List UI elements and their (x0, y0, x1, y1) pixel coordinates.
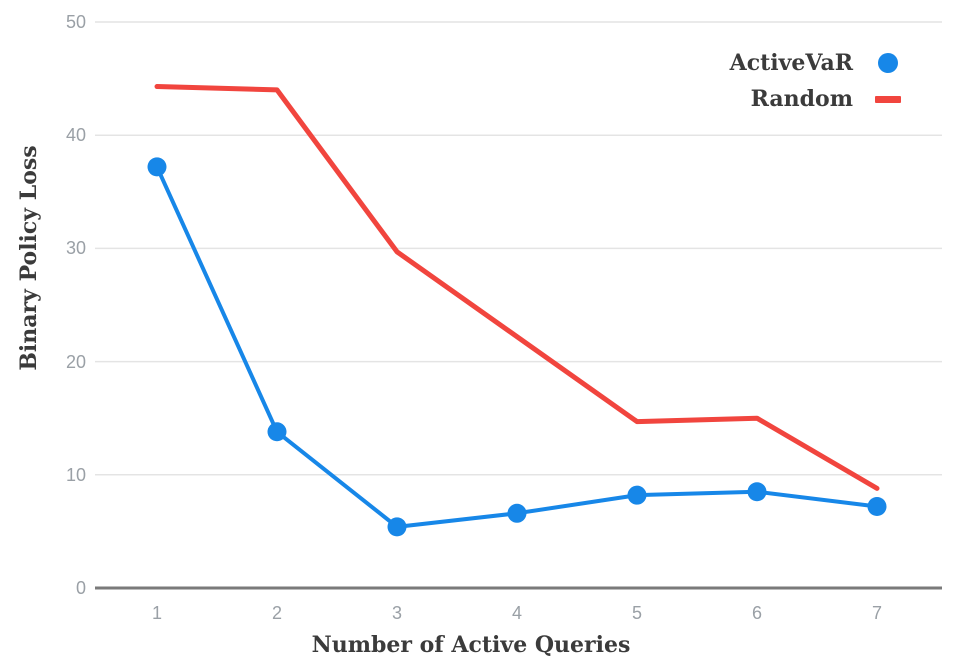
legend-item-random: Random (730, 81, 903, 117)
data-point-activevar-5[interactable] (627, 485, 647, 505)
legend-label-activevar: ActiveVaR (729, 50, 853, 76)
series-line-activevar (155, 164, 879, 529)
y-axis-title: Binary Policy Loss (16, 145, 42, 371)
data-point-activevar-6[interactable] (747, 482, 767, 502)
x-tick-label: 6 (751, 603, 762, 623)
y-tick-label: 30 (65, 238, 86, 259)
y-tick-label: 20 (65, 351, 86, 372)
y-tick-label: 10 (65, 464, 86, 485)
legend: ActiveVaR Random (730, 45, 903, 117)
x-tick-label: 7 (871, 603, 882, 623)
data-point-activevar-1[interactable] (147, 157, 167, 177)
legend-label-random: Random (750, 86, 853, 112)
legend-circle-marker-icon (878, 53, 898, 73)
x-tick-label: 3 (391, 603, 402, 623)
y-tick-label: 0 (75, 578, 86, 598)
y-tick-label: 40 (65, 125, 86, 146)
x-tick-label: 1 (151, 603, 162, 623)
x-tick-label: 2 (271, 603, 282, 623)
data-point-activevar-3[interactable] (387, 517, 407, 537)
x-tick-label: 5 (631, 603, 642, 623)
y-tick-label: 50 (65, 12, 86, 32)
x-axis-title: Number of Active Queries (311, 632, 631, 658)
data-point-activevar-4[interactable] (507, 503, 527, 523)
data-point-activevar-7[interactable] (867, 496, 887, 516)
legend-line-marker-icon (875, 95, 901, 103)
data-point-activevar-2[interactable] (267, 422, 287, 442)
legend-item-activevar: ActiveVaR (730, 45, 903, 81)
series-line-random (154, 84, 880, 491)
x-tick-label: 4 (511, 603, 522, 623)
